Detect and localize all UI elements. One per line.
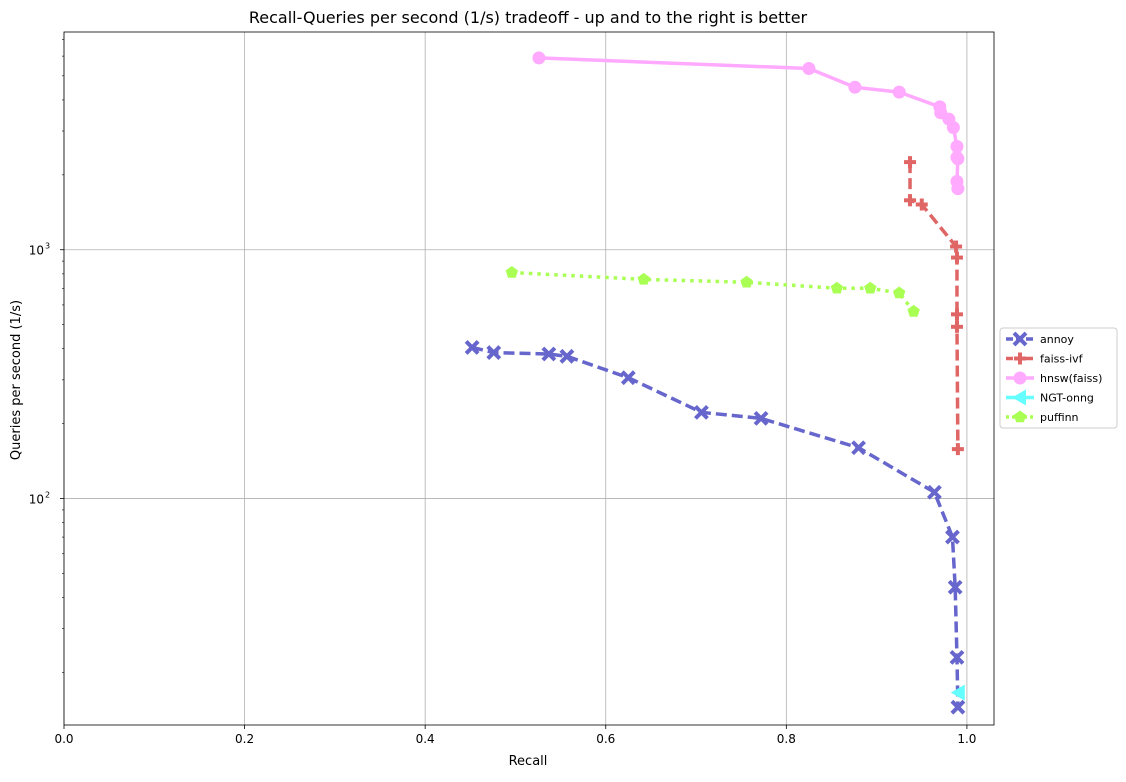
legend-label: annoy [1040,333,1074,346]
legend-label: faiss-ivf [1040,353,1084,366]
x-tick-label: 0.8 [777,732,796,746]
legend-marker [1012,331,1028,347]
series-line-annoy [471,345,960,708]
data-point-puffinn [637,272,650,285]
data-point-faiss-ivf [904,156,917,169]
data-point-annoy-stroke [945,529,960,545]
data-point-hnsw-faiss [950,139,964,153]
data-point-puffinn [864,281,877,294]
data-point-faiss-ivf [950,240,963,253]
legend-marker [1012,389,1026,406]
data-point-ngt-onng [950,684,965,701]
series-layer [464,51,966,715]
data-point-annoy-stroke [926,484,942,500]
legend-marker-stroke [1012,331,1028,347]
grid-layer [63,32,994,725]
data-point-annoy [950,699,966,715]
series-line-puffinn [511,270,916,313]
y-tick-label: 10 [29,244,44,258]
data-point-annoy-stroke [486,345,502,361]
data-point-annoy-stroke [949,649,965,665]
data-point-hnsw-faiss [532,51,546,65]
data-point-annoy [851,440,866,456]
data-point-annoy [541,346,557,362]
legend-label: NGT-onng [1040,392,1094,405]
data-point-annoy [753,410,769,426]
data-point-annoy [947,579,963,595]
data-point-annoy-stroke [947,579,963,595]
data-point-annoy [486,345,502,361]
legend-entry-puffinn: puffinn [1006,410,1079,424]
data-point-hnsw-faiss [951,182,965,196]
y-tick-label: 10 [29,493,44,507]
x-tick-label: 0.4 [416,732,435,746]
x-tick-label: 0.0 [54,732,73,746]
data-point-puffinn [505,266,519,278]
series-hnsw-faiss [532,51,965,196]
data-point-annoy-stroke [694,404,709,420]
x-axis-label: Recall [509,754,548,769]
data-point-annoy-stroke [620,370,636,386]
legend-entry-ngt-onng: NGT-onng [1006,389,1094,406]
series-line-hnsw-faiss [538,56,960,189]
legend-box [999,327,1118,429]
legend: annoy faiss-ivf hnsw(faiss) NGT-onng puffinn [999,327,1118,429]
x-tick-label: 1.0 [957,732,976,746]
data-point-annoy [926,484,942,500]
data-point-hnsw-faiss [892,85,906,99]
legend-marker [1013,410,1027,423]
data-point-faiss-ivf [950,320,963,333]
data-point-annoy [949,649,965,665]
legend-entry-hnsw-faiss: hnsw(faiss) [1006,371,1102,385]
y-axis-label: Queries per second (1/s) [9,300,24,460]
data-point-annoy [945,529,960,545]
data-point-puffinn [740,275,753,288]
data-point-hnsw-faiss [946,120,960,134]
data-point-faiss-ivf [951,443,964,456]
data-point-faiss-ivf [950,308,963,321]
data-point-puffinn [893,286,906,299]
data-point-puffinn [907,304,920,317]
data-point-annoy-stroke [950,699,966,715]
series-ngt-onng [950,684,965,701]
chart-title: Recall-Queries per second (1/s) tradeoff… [249,8,808,27]
data-point-faiss-ivf [950,251,963,264]
data-point-annoy-stroke [753,410,769,426]
data-point-faiss-ivf [915,198,928,211]
x-tick-label: 0.6 [596,732,615,746]
data-point-hnsw-faiss [951,152,965,166]
data-point-puffinn [830,281,844,294]
series-puffinn [505,266,920,317]
data-point-annoy-stroke [851,440,866,456]
data-point-hnsw-faiss [802,62,816,76]
legend-marker [1014,352,1026,365]
y-tick-label-exponent: 2 [45,491,50,500]
plot-frame [63,31,995,726]
y-tick-label-exponent: 3 [45,242,50,251]
legend-label: hnsw(faiss) [1040,372,1102,385]
data-point-annoy [620,370,636,386]
data-point-annoy [559,348,575,364]
legend-marker [1013,371,1027,385]
data-point-faiss-ivf [904,194,917,207]
data-point-annoy [694,404,709,420]
legend-entry-faiss-ivf: faiss-ivf [1006,352,1084,366]
data-point-annoy-stroke [559,348,575,364]
series-faiss-ivf [904,156,964,456]
x-tick-label: 0.2 [235,732,254,746]
data-point-hnsw-faiss [848,80,862,94]
data-point-annoy-stroke [464,339,480,355]
data-point-annoy [464,339,480,355]
legend-entry-annoy: annoy [1006,331,1074,347]
data-point-annoy-stroke [541,346,557,362]
series-annoy [464,339,966,715]
legend-label: puffinn [1040,411,1079,424]
